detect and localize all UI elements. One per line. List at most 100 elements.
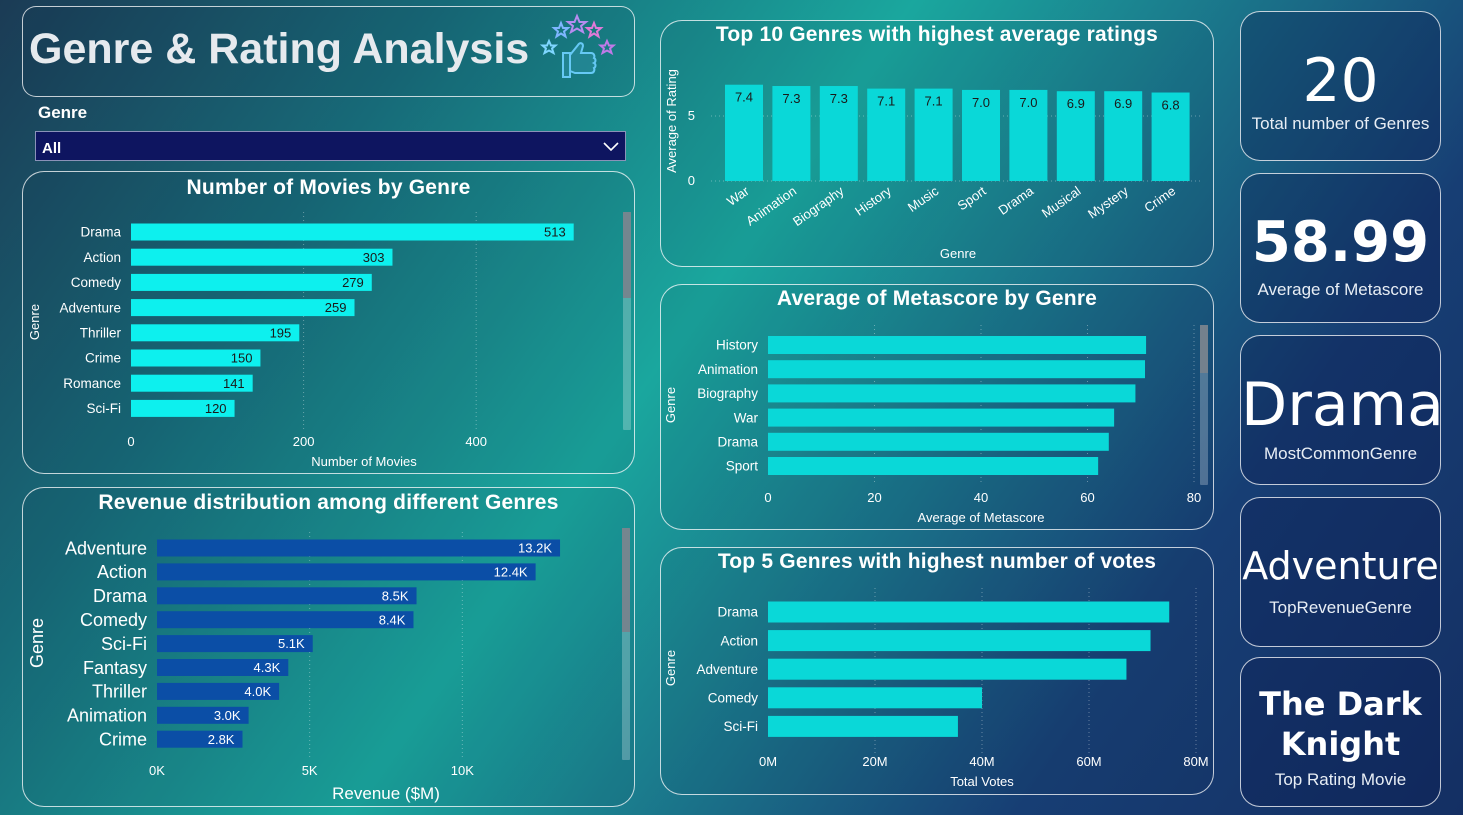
bar (131, 324, 300, 342)
data-label: 8.5K (382, 588, 409, 603)
data-label: 12.4K (494, 564, 528, 579)
kpi-top-rating-movie: The Dark Knight Top Rating Movie (1240, 657, 1441, 807)
x-axis-title: Average of Metascore (918, 510, 1045, 525)
category-label: Animation (698, 362, 758, 377)
x-axis-title: Number of Movies (311, 454, 417, 469)
category-label: War (734, 410, 759, 425)
bar (768, 457, 1099, 475)
data-label: 120 (205, 401, 227, 416)
kpi-value: The Dark Knight (1259, 685, 1422, 763)
data-label: 259 (325, 300, 347, 315)
bar (157, 611, 414, 629)
category-label: Sci-Fi (101, 634, 147, 654)
data-label: 150 (231, 351, 253, 366)
x-tick-label: Musical (1039, 183, 1084, 221)
x-tick-label: 200 (293, 434, 315, 449)
y-axis-title: Genre (663, 387, 678, 423)
category-label: Fantasy (83, 658, 147, 678)
scrollbar-thumb[interactable] (623, 212, 631, 298)
data-label: 4.3K (254, 660, 281, 675)
category-label: Animation (67, 706, 147, 726)
category-label: Adventure (65, 538, 147, 558)
data-label: 279 (342, 275, 364, 290)
bar (1009, 89, 1048, 181)
bar (1151, 92, 1190, 181)
kpi-label: Top Rating Movie (1274, 770, 1407, 789)
category-label: Thriller (80, 326, 122, 341)
bar (768, 715, 958, 737)
bar (768, 658, 1127, 680)
scrollbar-thumb[interactable] (622, 528, 630, 632)
x-tick-label: 0 (764, 490, 771, 505)
revenue-chart-scrollbar[interactable] (622, 528, 630, 760)
x-tick-label: 400 (465, 434, 487, 449)
genre-slicer-label: Genre (38, 103, 88, 122)
movies-chart-scrollbar[interactable] (623, 212, 631, 430)
data-label: 7.1 (877, 94, 895, 109)
bar (157, 706, 249, 724)
x-tick-label: 40 (974, 490, 988, 505)
bar (157, 659, 289, 676)
bar (768, 408, 1115, 427)
y-tick-label: 5 (688, 108, 695, 123)
x-tick-label: Animation (743, 183, 799, 228)
data-label: 8.4K (379, 612, 406, 627)
metascore-chart-scrollbar[interactable] (1200, 325, 1208, 485)
bar (157, 682, 280, 700)
bar (157, 587, 417, 605)
page-title: Genre & Rating Analysis (29, 25, 530, 73)
category-label: Adventure (696, 662, 758, 677)
movies-by-genre-panel: Number of Movies by Genre 0 200 400 Drama 51… (22, 171, 635, 474)
y-axis-title: Average of Rating (664, 69, 679, 173)
data-label: 7.3 (782, 91, 800, 106)
y-axis-title: Genre (27, 618, 47, 668)
data-label: 13.2K (518, 541, 552, 556)
chevron-down-icon (603, 142, 619, 152)
revenue-by-genre-chart: 0K 5K 10K Adventure 13.2K Action 12.4K Drama 8.5… (27, 532, 561, 803)
metascore-by-genre-panel: Average of Metascore by Genre 0 20 40 60 80 H… (660, 284, 1214, 530)
movies-by-genre-chart: 0 200 400 Drama 513 Action 303 Comedy 279 Adventu… (27, 212, 574, 469)
x-axis-title: Genre (940, 246, 976, 261)
data-label: 7.3 (830, 91, 848, 106)
bar (768, 336, 1147, 354)
data-label: 7.1 (925, 94, 943, 109)
kpi-top-revenue-genre: Adventure TopRevenueGenre (1240, 497, 1441, 647)
kpi-label: MostCommonGenre (1263, 444, 1418, 463)
bar (1056, 91, 1095, 181)
x-tick-label: Crime (1141, 183, 1178, 215)
data-label: 7.0 (1019, 95, 1037, 110)
data-label: 5.1K (278, 636, 305, 651)
x-tick-label: 40M (969, 754, 994, 769)
x-tick-label: Mystery (1085, 183, 1131, 222)
category-label: Thriller (92, 682, 147, 702)
metascore-by-genre-chart: 0 20 40 60 80 History Animation Biography War Dra… (663, 325, 1201, 525)
chart-title: Revenue distribution among different Gen… (98, 491, 559, 514)
x-tick-label: 0M (759, 754, 777, 769)
scrollbar-thumb[interactable] (1200, 325, 1208, 373)
thumbs-up-stars-icon (539, 13, 617, 78)
x-tick-label: 20M (862, 754, 887, 769)
x-tick-label: Biography (790, 183, 847, 229)
data-label: 2.8K (208, 732, 235, 747)
kpi-avg-metascore: 58.99 Average of Metascore (1240, 173, 1441, 323)
kpi-label: TopRevenueGenre (1269, 598, 1412, 617)
bar (131, 273, 372, 291)
top5-votes-chart: 0M 20M 40M 60M 80M Drama Action Adventure Comedy… (663, 588, 1209, 789)
category-label: Sci-Fi (724, 719, 759, 734)
chart-title: Average of Metascore by Genre (776, 287, 1098, 310)
genre-dropdown[interactable]: All (35, 131, 626, 161)
kpi-total-genres: 20 Total number of Genres (1240, 11, 1441, 161)
x-tick-label: Music (905, 183, 942, 215)
top10-ratings-panel: Top 10 Genres with highest average ratin… (660, 20, 1214, 267)
bar (768, 630, 1151, 652)
kpi-label: Total number of Genres (1251, 114, 1430, 133)
bar (157, 635, 313, 653)
revenue-by-genre-panel: Revenue distribution among different Gen… (22, 487, 635, 807)
data-label: 7.4 (735, 90, 753, 105)
bar (157, 563, 536, 581)
y-tick-label: 0 (688, 173, 695, 188)
x-tick-label: War (724, 183, 752, 209)
bar (768, 432, 1109, 451)
kpi-value: Adventure (1242, 544, 1439, 588)
category-label: Comedy (71, 275, 122, 290)
